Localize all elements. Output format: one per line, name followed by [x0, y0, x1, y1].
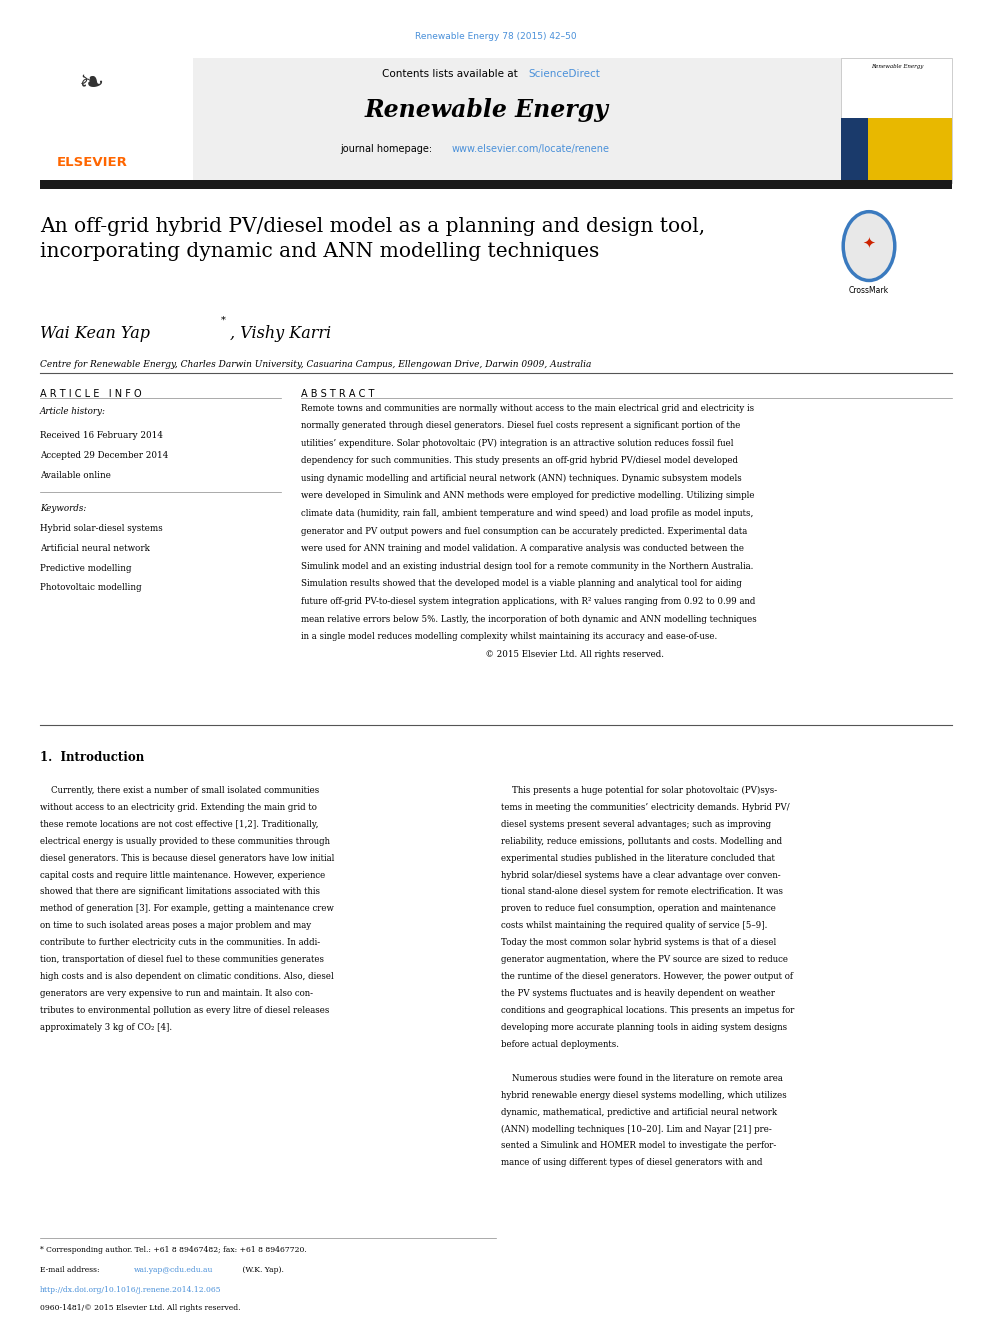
Text: A B S T R A C T: A B S T R A C T — [301, 389, 374, 400]
Text: wai.yap@cdu.edu.au: wai.yap@cdu.edu.au — [134, 1266, 213, 1274]
Text: 0960-1481/© 2015 Elsevier Ltd. All rights reserved.: 0960-1481/© 2015 Elsevier Ltd. All right… — [40, 1304, 240, 1312]
Text: Centre for Renewable Energy, Charles Darwin University, Casuarina Campus, Elleng: Centre for Renewable Energy, Charles Dar… — [40, 360, 591, 369]
Text: E-mail address:: E-mail address: — [40, 1266, 102, 1274]
Text: high costs and is also dependent on climatic conditions. Also, diesel: high costs and is also dependent on clim… — [40, 972, 333, 982]
Text: on time to such isolated areas poses a major problem and may: on time to such isolated areas poses a m… — [40, 921, 310, 930]
Text: diesel systems present several advantages; such as improving: diesel systems present several advantage… — [501, 820, 771, 828]
Text: costs whilst maintaining the required quality of service [5–9].: costs whilst maintaining the required qu… — [501, 921, 768, 930]
Text: Simulation results showed that the developed model is a viable planning and anal: Simulation results showed that the devel… — [301, 579, 741, 589]
Text: method of generation [3]. For example, getting a maintenance crew: method of generation [3]. For example, g… — [40, 905, 333, 913]
Text: *: * — [221, 316, 226, 325]
FancyBboxPatch shape — [40, 180, 952, 189]
Text: experimental studies published in the literature concluded that: experimental studies published in the li… — [501, 853, 775, 863]
Text: approximately 3 kg of CO₂ [4].: approximately 3 kg of CO₂ [4]. — [40, 1023, 172, 1032]
Text: these remote locations are not cost effective [1,2]. Traditionally,: these remote locations are not cost effe… — [40, 820, 318, 828]
Text: without access to an electricity grid. Extending the main grid to: without access to an electricity grid. E… — [40, 803, 316, 812]
Text: generator and PV output powers and fuel consumption can be accurately predicted.: generator and PV output powers and fuel … — [301, 527, 747, 536]
Text: This presents a huge potential for solar photovoltaic (PV)sys-: This presents a huge potential for solar… — [501, 786, 777, 795]
Text: proven to reduce fuel consumption, operation and maintenance: proven to reduce fuel consumption, opera… — [501, 905, 776, 913]
Text: electrical energy is usually provided to these communities through: electrical energy is usually provided to… — [40, 836, 329, 845]
Text: utilities’ expenditure. Solar photovoltaic (PV) integration is an attractive sol: utilities’ expenditure. Solar photovolta… — [301, 439, 733, 447]
Text: tion, transportation of diesel fuel to these communities generates: tion, transportation of diesel fuel to t… — [40, 955, 323, 964]
Text: mean relative errors below 5%. Lastly, the incorporation of both dynamic and ANN: mean relative errors below 5%. Lastly, t… — [301, 615, 756, 623]
Text: * Corresponding author. Tel.: +61 8 89467482; fax: +61 8 89467720.: * Corresponding author. Tel.: +61 8 8946… — [40, 1246, 307, 1254]
Text: Renewable Energy: Renewable Energy — [871, 64, 923, 69]
Text: developing more accurate planning tools in aiding system designs: developing more accurate planning tools … — [501, 1023, 787, 1032]
Text: Contents lists available at: Contents lists available at — [382, 69, 521, 79]
Text: in a single model reduces modelling complexity whilst maintaining its accuracy a: in a single model reduces modelling comp… — [301, 632, 717, 642]
Text: before actual deployments.: before actual deployments. — [501, 1040, 619, 1049]
Text: Today the most common solar hybrid systems is that of a diesel: Today the most common solar hybrid syste… — [501, 938, 776, 947]
Text: the PV systems fluctuates and is heavily dependent on weather: the PV systems fluctuates and is heavily… — [501, 990, 775, 998]
Text: Simulink model and an existing industrial design tool for a remote community in : Simulink model and an existing industria… — [301, 562, 753, 572]
Text: Remote towns and communities are normally without access to the main electrical : Remote towns and communities are normall… — [301, 404, 754, 413]
Text: Renewable Energy 78 (2015) 42–50: Renewable Energy 78 (2015) 42–50 — [416, 32, 576, 41]
Text: normally generated through diesel generators. Diesel fuel costs represent a sign: normally generated through diesel genera… — [301, 421, 740, 430]
Text: Accepted 29 December 2014: Accepted 29 December 2014 — [40, 451, 168, 460]
FancyBboxPatch shape — [868, 118, 952, 183]
Circle shape — [843, 212, 895, 280]
Text: tributes to environmental pollution as every litre of diesel releases: tributes to environmental pollution as e… — [40, 1005, 329, 1015]
FancyBboxPatch shape — [40, 58, 952, 183]
FancyBboxPatch shape — [841, 118, 952, 183]
Text: Wai Kean Yap: Wai Kean Yap — [40, 325, 150, 343]
Text: Available online: Available online — [40, 471, 110, 480]
Text: conditions and geographical locations. This presents an impetus for: conditions and geographical locations. T… — [501, 1005, 795, 1015]
Text: hybrid solar/diesel systems have a clear advantage over conven-: hybrid solar/diesel systems have a clear… — [501, 871, 781, 880]
Text: Artificial neural network: Artificial neural network — [40, 544, 150, 553]
Text: hybrid renewable energy diesel systems modelling, which utilizes: hybrid renewable energy diesel systems m… — [501, 1090, 787, 1099]
Text: using dynamic modelling and artificial neural network (ANN) techniques. Dynamic : using dynamic modelling and artificial n… — [301, 474, 741, 483]
Text: dependency for such communities. This study presents an off-grid hybrid PV/diese: dependency for such communities. This st… — [301, 456, 738, 466]
Text: , Vishy Karri: , Vishy Karri — [230, 325, 331, 343]
FancyBboxPatch shape — [40, 58, 193, 183]
Text: CrossMark: CrossMark — [849, 286, 889, 295]
Text: reliability, reduce emissions, pollutants and costs. Modelling and: reliability, reduce emissions, pollutant… — [501, 836, 782, 845]
Text: http://dx.doi.org/10.1016/j.renene.2014.12.065: http://dx.doi.org/10.1016/j.renene.2014.… — [40, 1286, 221, 1294]
Text: (W.K. Yap).: (W.K. Yap). — [240, 1266, 284, 1274]
Text: Photovoltaic modelling: Photovoltaic modelling — [40, 583, 141, 593]
Text: journal homepage:: journal homepage: — [340, 144, 435, 155]
Text: tional stand-alone diesel system for remote electrification. It was: tional stand-alone diesel system for rem… — [501, 888, 783, 897]
Text: contribute to further electricity cuts in the communities. In addi-: contribute to further electricity cuts i… — [40, 938, 319, 947]
Text: climate data (humidity, rain fall, ambient temperature and wind speed) and load : climate data (humidity, rain fall, ambie… — [301, 509, 753, 519]
Text: Hybrid solar-diesel systems: Hybrid solar-diesel systems — [40, 524, 163, 533]
Text: were used for ANN training and model validation. A comparative analysis was cond: were used for ANN training and model val… — [301, 544, 744, 553]
Text: 1.  Introduction: 1. Introduction — [40, 751, 144, 765]
Text: A R T I C L E   I N F O: A R T I C L E I N F O — [40, 389, 141, 400]
Text: © 2015 Elsevier Ltd. All rights reserved.: © 2015 Elsevier Ltd. All rights reserved… — [301, 650, 664, 659]
Text: (ANN) modelling techniques [10–20]. Lim and Nayar [21] pre-: (ANN) modelling techniques [10–20]. Lim … — [501, 1125, 772, 1134]
Text: generators are very expensive to run and maintain. It also con-: generators are very expensive to run and… — [40, 990, 312, 998]
Text: Currently, there exist a number of small isolated communities: Currently, there exist a number of small… — [40, 786, 319, 795]
Text: sented a Simulink and HOMER model to investigate the perfor-: sented a Simulink and HOMER model to inv… — [501, 1142, 776, 1151]
Text: Keywords:: Keywords: — [40, 504, 86, 513]
Text: future off-grid PV-to-diesel system integration applications, with R² values ran: future off-grid PV-to-diesel system inte… — [301, 597, 755, 606]
Text: Numerous studies were found in the literature on remote area: Numerous studies were found in the liter… — [501, 1074, 783, 1082]
Text: Article history:: Article history: — [40, 407, 106, 417]
Text: Received 16 February 2014: Received 16 February 2014 — [40, 431, 163, 441]
Text: the runtime of the diesel generators. However, the power output of: the runtime of the diesel generators. Ho… — [501, 972, 793, 982]
Text: tems in meeting the communities’ electricity demands. Hybrid PV/: tems in meeting the communities’ electri… — [501, 803, 790, 812]
Text: dynamic, mathematical, predictive and artificial neural network: dynamic, mathematical, predictive and ar… — [501, 1107, 777, 1117]
Text: generator augmentation, where the PV source are sized to reduce: generator augmentation, where the PV sou… — [501, 955, 788, 964]
Text: An off-grid hybrid PV/diesel model as a planning and design tool,
incorporating : An off-grid hybrid PV/diesel model as a … — [40, 217, 704, 261]
Text: diesel generators. This is because diesel generators have low initial: diesel generators. This is because diese… — [40, 853, 334, 863]
Text: showed that there are significant limitations associated with this: showed that there are significant limita… — [40, 888, 319, 897]
Text: capital costs and require little maintenance. However, experience: capital costs and require little mainten… — [40, 871, 325, 880]
Text: ❧: ❧ — [78, 69, 104, 98]
Text: ✦: ✦ — [863, 235, 875, 251]
Text: Renewable Energy: Renewable Energy — [364, 98, 608, 122]
Text: Predictive modelling: Predictive modelling — [40, 564, 131, 573]
Text: were developed in Simulink and ANN methods were employed for predictive modellin: were developed in Simulink and ANN metho… — [301, 491, 754, 500]
Text: ScienceDirect: ScienceDirect — [529, 69, 600, 79]
Text: mance of using different types of diesel generators with and: mance of using different types of diesel… — [501, 1159, 763, 1167]
Text: ELSEVIER: ELSEVIER — [57, 156, 127, 169]
FancyBboxPatch shape — [841, 58, 952, 183]
Text: www.elsevier.com/locate/renene: www.elsevier.com/locate/renene — [451, 144, 609, 155]
